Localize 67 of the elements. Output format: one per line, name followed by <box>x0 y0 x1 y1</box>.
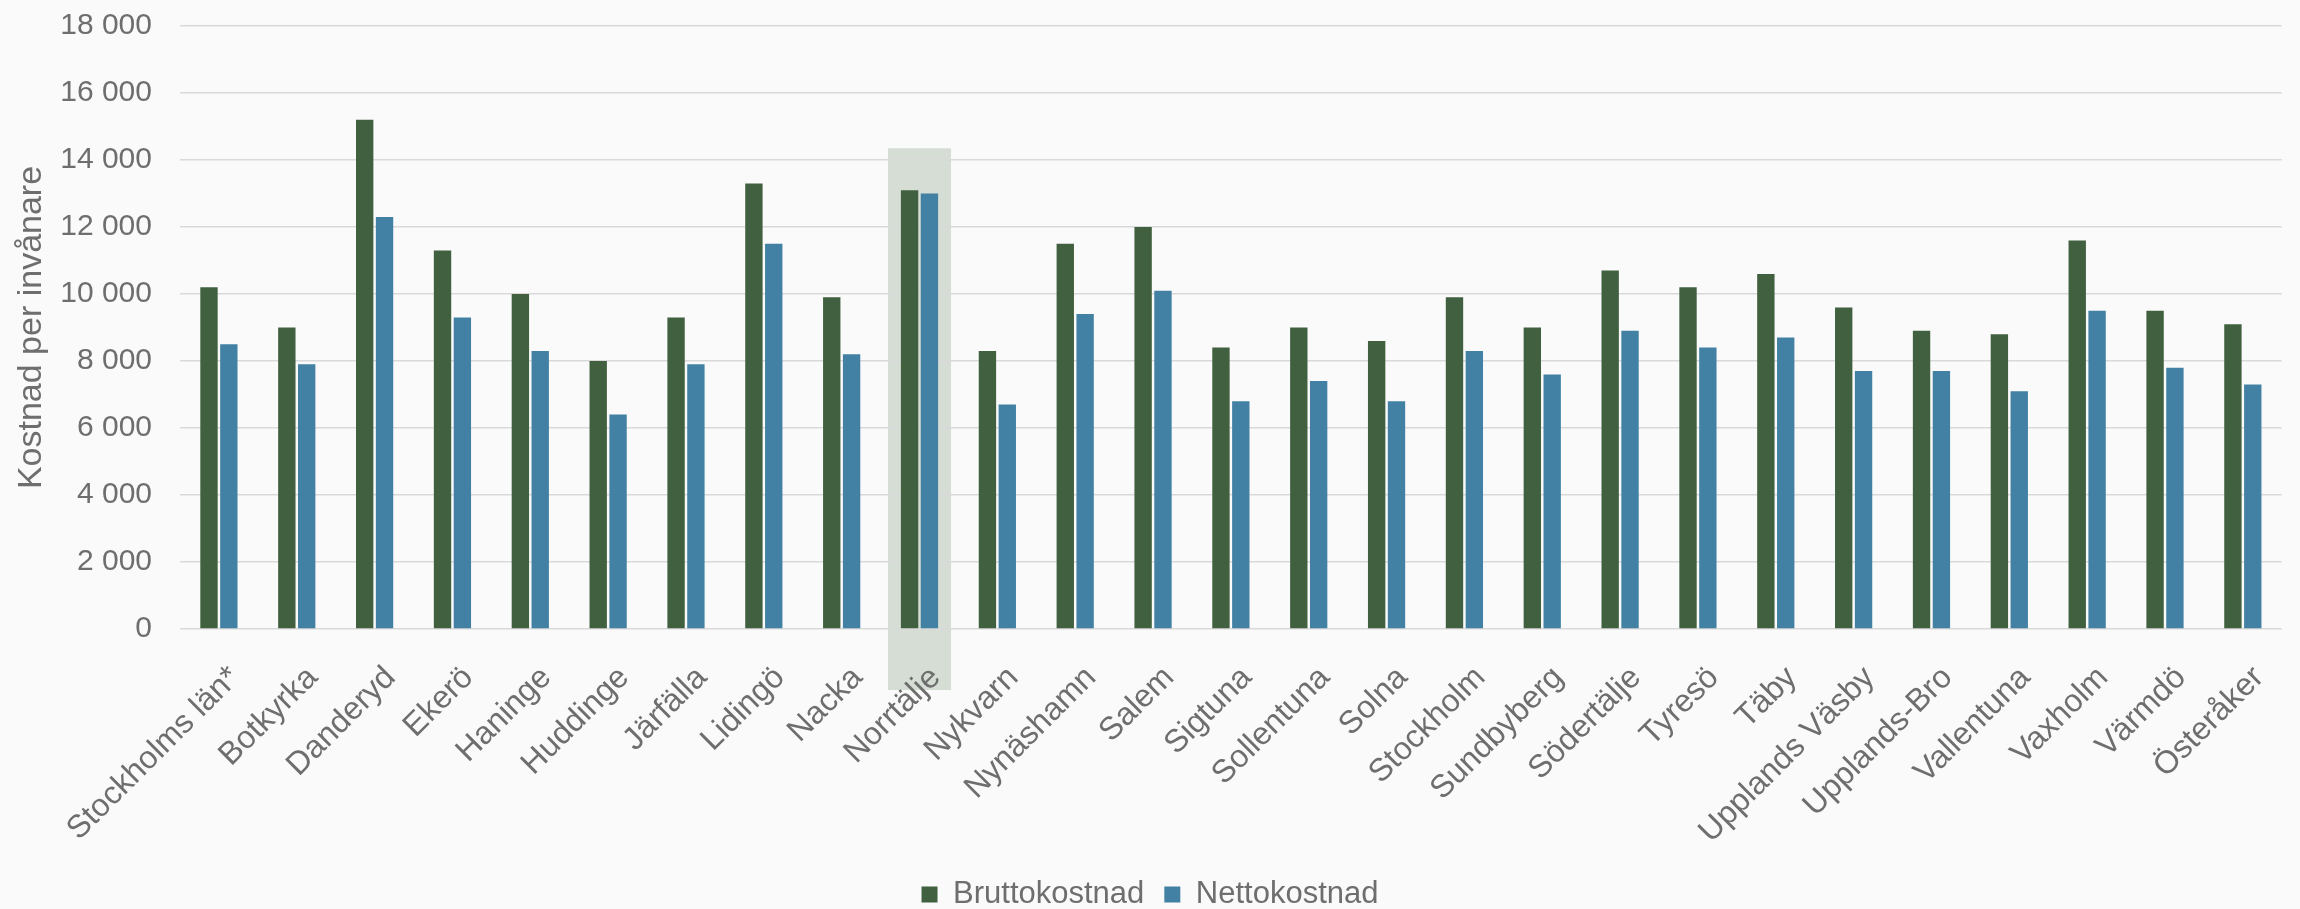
bar <box>433 250 452 629</box>
bar <box>2146 310 2164 629</box>
bar <box>1134 227 1152 629</box>
bar <box>1367 340 1386 629</box>
y-tick-label: 0 <box>135 610 152 644</box>
bar <box>1212 347 1230 629</box>
y-tick-label: 2 000 <box>76 543 152 577</box>
bar <box>687 364 705 629</box>
bar <box>1835 307 1853 629</box>
bar <box>1290 327 1308 629</box>
bar <box>278 327 296 629</box>
bar <box>1777 337 1795 629</box>
bar <box>745 183 763 629</box>
bar <box>1990 334 2009 629</box>
bar <box>1912 330 1931 629</box>
bar <box>356 119 374 629</box>
bar <box>1854 371 1873 629</box>
y-tick-label: 18 000 <box>60 7 152 41</box>
bar <box>2068 240 2086 629</box>
bar <box>2088 310 2106 629</box>
bar <box>1601 270 1619 629</box>
bar <box>298 364 316 629</box>
bar <box>1465 350 1484 629</box>
y-tick-label: 14 000 <box>60 141 152 175</box>
bar <box>1757 273 1775 629</box>
bar <box>1056 243 1074 629</box>
bar <box>1523 327 1542 629</box>
bar <box>765 243 783 629</box>
bar <box>998 404 1016 629</box>
bar <box>1621 330 1639 629</box>
bar <box>589 361 607 629</box>
bar <box>920 193 939 629</box>
bar <box>1699 347 1717 629</box>
bar <box>1445 297 1464 629</box>
y-tick-label: 12 000 <box>60 208 152 242</box>
bar <box>220 344 238 629</box>
bar <box>453 317 472 629</box>
y-tick-label: 10 000 <box>60 275 152 309</box>
bar <box>2166 367 2184 629</box>
legend-label: Bruttokostnad <box>953 875 1145 909</box>
bar <box>823 297 841 629</box>
bar <box>1076 314 1094 629</box>
bar <box>1387 401 1406 629</box>
bar <box>1543 374 1561 629</box>
bar <box>1309 381 1328 629</box>
y-tick-label: 8 000 <box>76 342 152 376</box>
bar <box>900 190 919 629</box>
bar <box>842 354 861 629</box>
y-axis-title: Kostnad per invånare <box>9 165 48 490</box>
bar <box>375 216 394 629</box>
bar <box>2224 324 2242 629</box>
bar <box>609 414 627 629</box>
bar <box>1232 401 1250 629</box>
bar <box>2244 384 2262 629</box>
y-tick-label: 6 000 <box>76 409 152 443</box>
y-tick-label: 4 000 <box>76 476 152 510</box>
bar <box>2010 391 2028 629</box>
bar <box>200 287 218 629</box>
bar <box>1932 371 1951 629</box>
bar <box>978 350 997 629</box>
bar <box>511 294 530 629</box>
bar <box>531 350 549 629</box>
bar <box>667 317 685 629</box>
bar <box>1679 287 1697 629</box>
y-tick-label: 16 000 <box>60 74 152 108</box>
bar <box>1154 290 1172 629</box>
legend-label: Nettokostnad <box>1195 875 1379 909</box>
